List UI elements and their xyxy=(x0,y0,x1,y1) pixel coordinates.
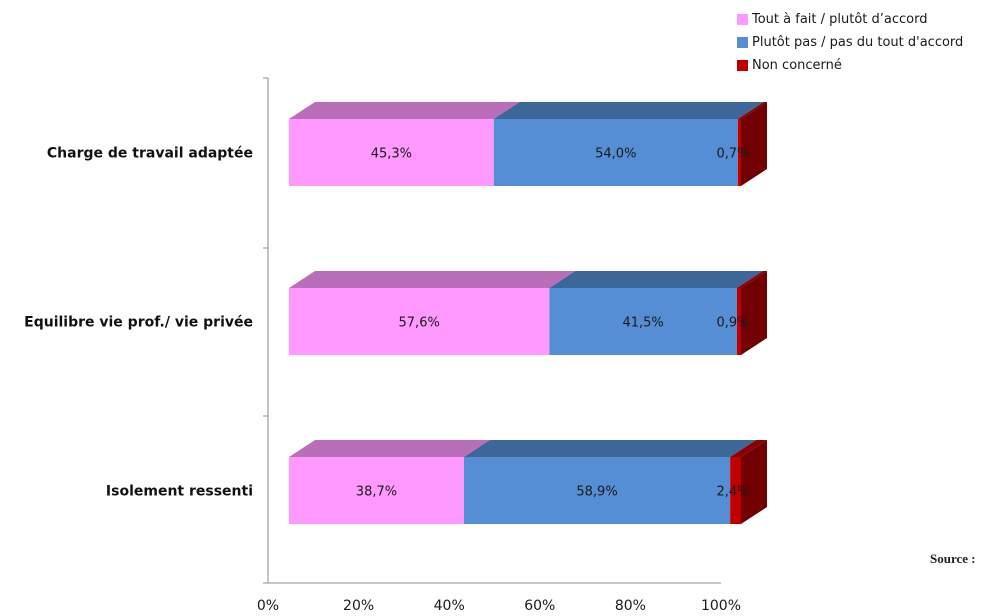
bar-segment-equilibre-vie-prof-vie-privee-2 xyxy=(736,288,741,355)
data-label-charge-de-travail-adaptee-1: 54,0% xyxy=(595,147,636,162)
bar-top-charge-de-travail-adaptee-1 xyxy=(493,102,764,119)
bar-top-equilibre-vie-prof-vie-privee-1 xyxy=(549,271,763,288)
category-label-charge-de-travail-adaptee: Charge de travail adaptée xyxy=(47,146,253,162)
x-tick-label-3: 60% xyxy=(524,598,555,614)
legend-label-not-concerned: Non concerné xyxy=(752,58,842,73)
legend-label-agree: Tout à fait / plutôt d’accord xyxy=(752,12,928,27)
bar-top-equilibre-vie-prof-vie-privee-0 xyxy=(289,271,576,288)
bar-segment-isolement-ressenti-0 xyxy=(289,457,464,524)
bar-side-isolement-ressenti xyxy=(741,440,767,524)
x-tick-label-0: 0% xyxy=(257,598,279,614)
legend-item-not-concerned: Non concerné xyxy=(737,54,963,77)
data-label-equilibre-vie-prof-vie-privee-0: 57,6% xyxy=(399,316,440,331)
legend-item-agree: Tout à fait / plutôt d’accord xyxy=(737,8,963,31)
bar-segment-charge-de-travail-adaptee-1 xyxy=(493,119,738,186)
bar-top-isolement-ressenti-0 xyxy=(289,440,490,457)
bar-top-charge-de-travail-adaptee-0 xyxy=(289,102,520,119)
bar-side-charge-de-travail-adaptee xyxy=(741,102,767,186)
bar-top-isolement-ressenti-1 xyxy=(463,440,757,457)
legend-swatch-not-concerned xyxy=(737,60,748,71)
bar-side-equilibre-vie-prof-vie-privee xyxy=(741,271,767,355)
data-label-equilibre-vie-prof-vie-privee-2: 0,9% xyxy=(716,316,749,331)
bar-segment-equilibre-vie-prof-vie-privee-0 xyxy=(289,288,550,355)
category-label-equilibre-vie-prof-vie-privee: Equilibre vie prof./ vie privée xyxy=(24,315,253,331)
x-tick-label-2: 40% xyxy=(434,598,465,614)
legend-item-disagree: Plutôt pas / pas du tout d'accord xyxy=(737,31,963,54)
legend-swatch-disagree xyxy=(737,37,748,48)
data-label-charge-de-travail-adaptee-2: 0,7% xyxy=(716,147,749,162)
data-label-isolement-ressenti-1: 58,9% xyxy=(576,485,617,500)
bar-segment-charge-de-travail-adaptee-0 xyxy=(289,119,494,186)
bar-top-isolement-ressenti-2 xyxy=(730,440,767,457)
legend-label-disagree: Plutôt pas / pas du tout d'accord xyxy=(752,35,964,50)
x-tick-label-1: 20% xyxy=(343,598,374,614)
data-label-isolement-ressenti-0: 38,7% xyxy=(356,485,397,500)
source-label: Source : xyxy=(930,551,976,566)
bar-top-charge-de-travail-adaptee-2 xyxy=(737,102,767,119)
x-tick-label-4: 80% xyxy=(615,598,646,614)
bar-segment-charge-de-travail-adaptee-2 xyxy=(737,119,741,186)
bar-top-equilibre-vie-prof-vie-privee-2 xyxy=(736,271,767,288)
chart-legend: Tout à fait / plutôt d’accord Plutôt pas… xyxy=(737,8,963,77)
category-label-isolement-ressenti: Isolement ressenti xyxy=(106,484,253,500)
data-label-charge-de-travail-adaptee-0: 45,3% xyxy=(371,147,412,162)
bar-segment-isolement-ressenti-2 xyxy=(730,457,741,524)
legend-swatch-agree xyxy=(737,14,748,25)
bar-segment-equilibre-vie-prof-vie-privee-1 xyxy=(549,288,737,355)
data-label-equilibre-vie-prof-vie-privee-1: 41,5% xyxy=(622,316,663,331)
bar-segment-isolement-ressenti-1 xyxy=(463,457,731,524)
data-label-isolement-ressenti-2: 2,4% xyxy=(716,485,749,500)
x-tick-label-5: 100% xyxy=(701,598,741,614)
